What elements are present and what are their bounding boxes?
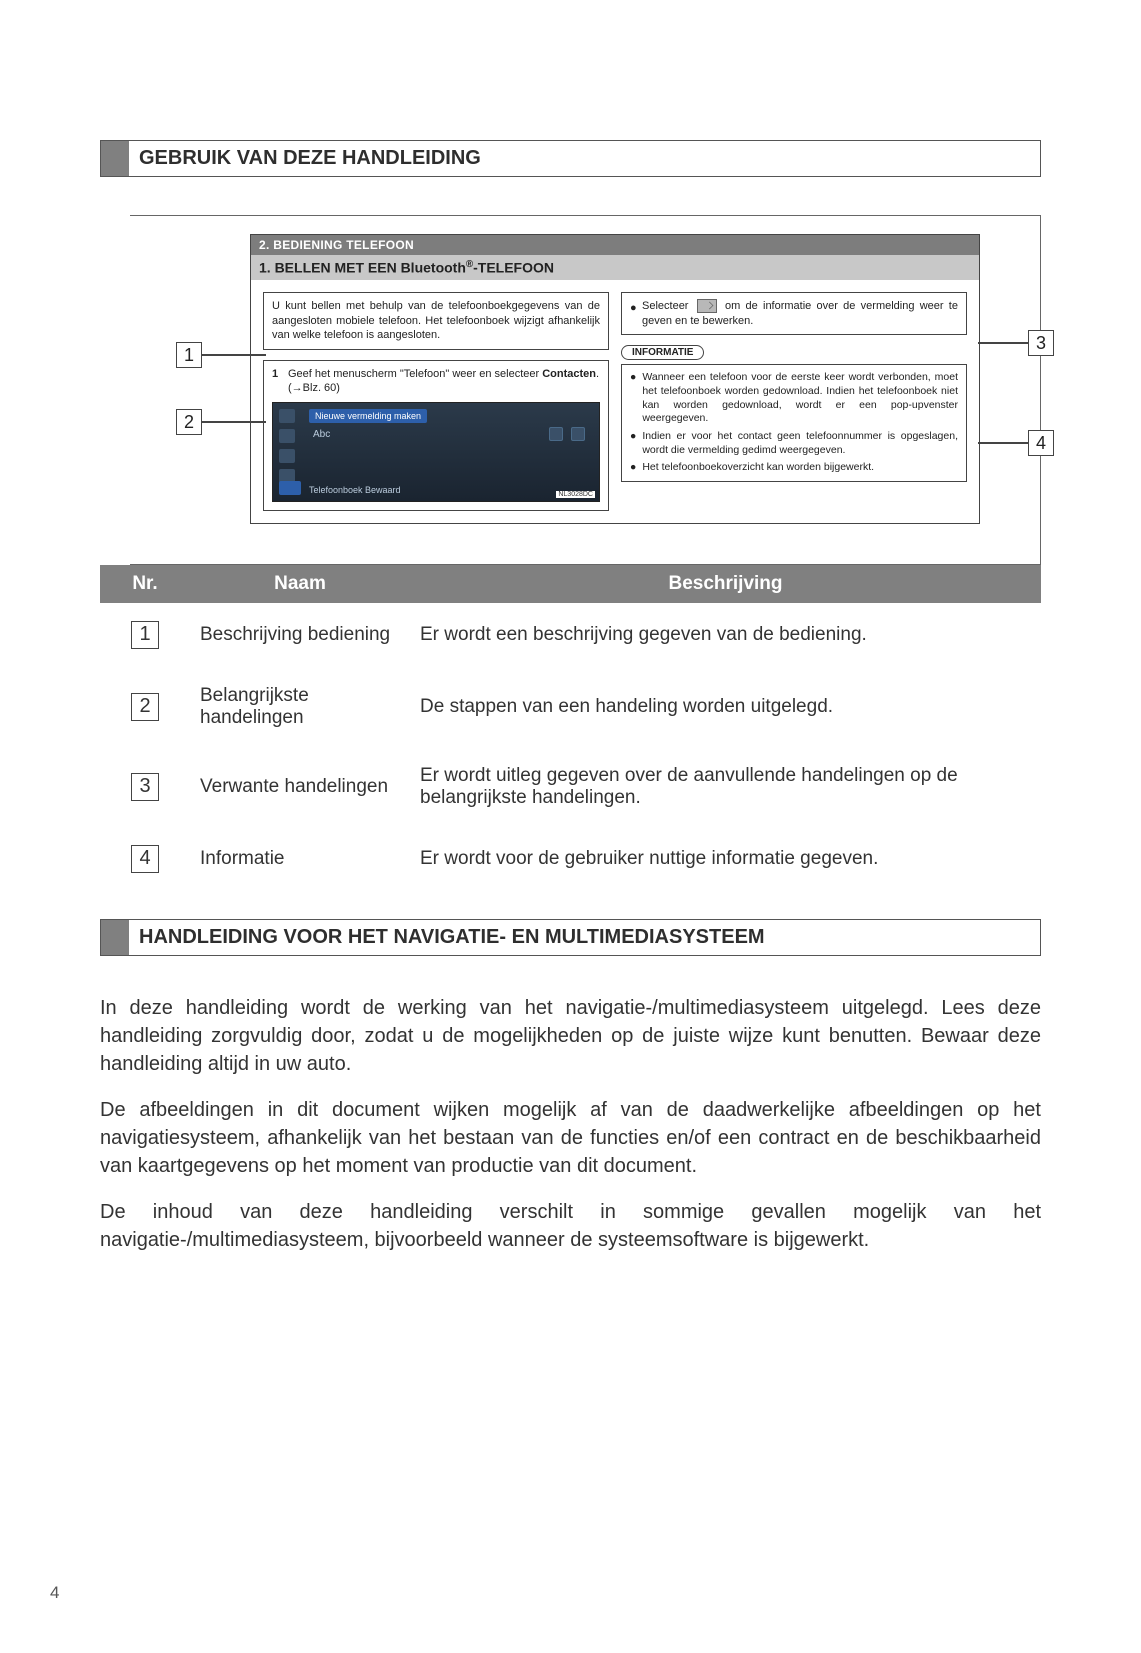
related-action-box: ● Selecteer om de informatie over de ver… [621, 292, 967, 336]
col-naam: Naam [190, 565, 410, 603]
edit-icon [697, 299, 717, 313]
row-desc: Er wordt uitleg gegeven over de aanvulle… [410, 747, 1041, 827]
step-number: 1 [272, 367, 282, 396]
row-name: Beschrijving bediening [190, 603, 410, 667]
callout-1: 1 [176, 342, 266, 368]
table-row: 3 Verwante handelingen Er wordt uitleg g… [100, 747, 1041, 827]
callout-2: 2 [176, 409, 266, 435]
table-row: 4 Informatie Er wordt voor de gebruiker … [100, 827, 1041, 891]
legend-table: Nr. Naam Beschrijving 1 Beschrijving bed… [100, 565, 1041, 891]
screenshot-abc: Abc [313, 429, 330, 440]
row-desc: Er wordt een beschrijving gegeven van de… [410, 603, 1041, 667]
related-action-text: Selecteer om de informatie over de verme… [642, 299, 958, 329]
paragraph: De inhoud van deze handleiding verschilt… [100, 1198, 1041, 1254]
row-number: 1 [131, 621, 159, 649]
table-row: 1 Beschrijving bediening Er wordt een be… [100, 603, 1041, 667]
info-box: ●Wanneer een telefoon voor de eerste kee… [621, 364, 967, 481]
heading-tab [101, 920, 129, 955]
callout-4: 4 [978, 430, 1054, 456]
screenshot-footer: Telefoonboek Bewaard [309, 485, 401, 495]
paragraph: De afbeeldingen in dit document wijken m… [100, 1096, 1041, 1180]
row-number: 4 [131, 845, 159, 873]
info-item: Wanneer een telefoon voor de eerste keer… [642, 371, 958, 426]
table-row: 2 Belangrijkste handelingen De stappen v… [100, 667, 1041, 747]
sample-title: 1. BELLEN MET EEN Bluetooth®-TELEFOON [251, 255, 979, 280]
row-desc: De stappen van een handeling worden uitg… [410, 667, 1041, 747]
embedded-screenshot: Nieuwe vermelding maken Abc Telefoonboek… [272, 402, 600, 502]
callout-3: 3 [978, 330, 1054, 356]
section-heading-2: HANDLEIDING VOOR HET NAVIGATIE- EN MULTI… [100, 919, 1041, 956]
page-number: 4 [50, 1583, 59, 1603]
row-number: 3 [131, 773, 159, 801]
row-desc: Er wordt voor de gebruiker nuttige infor… [410, 827, 1041, 891]
description-box: U kunt bellen met behulp van de telefoon… [263, 292, 609, 351]
sample-chapter: 2. BEDIENING TELEFOON [251, 235, 979, 255]
row-name: Informatie [190, 827, 410, 891]
step-text: Geef het menuscherm "Telefoon" weer en s… [288, 367, 600, 396]
step-box: 1 Geef het menuscherm "Telefoon" weer en… [263, 360, 609, 511]
sample-inner: 2. BEDIENING TELEFOON 1. BELLEN MET EEN … [250, 234, 980, 524]
row-name: Belangrijkste handelingen [190, 667, 410, 747]
row-name: Verwante handelingen [190, 747, 410, 827]
bullet-icon: ● [630, 299, 636, 329]
section-heading: GEBRUIK VAN DEZE HANDLEIDING [100, 140, 1041, 177]
paragraph: In deze handleiding wordt de werking van… [100, 994, 1041, 1078]
col-nr: Nr. [100, 565, 190, 603]
screenshot-button: Nieuwe vermelding maken [309, 409, 427, 423]
info-label: INFORMATIE [621, 345, 704, 360]
info-item: Indien er voor het contact geen telefoon… [642, 430, 958, 457]
row-number: 2 [131, 693, 159, 721]
sample-frame: 2. BEDIENING TELEFOON 1. BELLEN MET EEN … [130, 215, 1041, 565]
heading-text: GEBRUIK VAN DEZE HANDLEIDING [129, 141, 491, 176]
heading-tab [101, 141, 129, 176]
heading-text: HANDLEIDING VOOR HET NAVIGATIE- EN MULTI… [129, 920, 775, 955]
col-desc: Beschrijving [410, 565, 1041, 603]
screenshot-tag: NL3028DC [556, 491, 595, 498]
info-item: Het telefoonboekoverzicht kan worden bij… [642, 461, 874, 475]
